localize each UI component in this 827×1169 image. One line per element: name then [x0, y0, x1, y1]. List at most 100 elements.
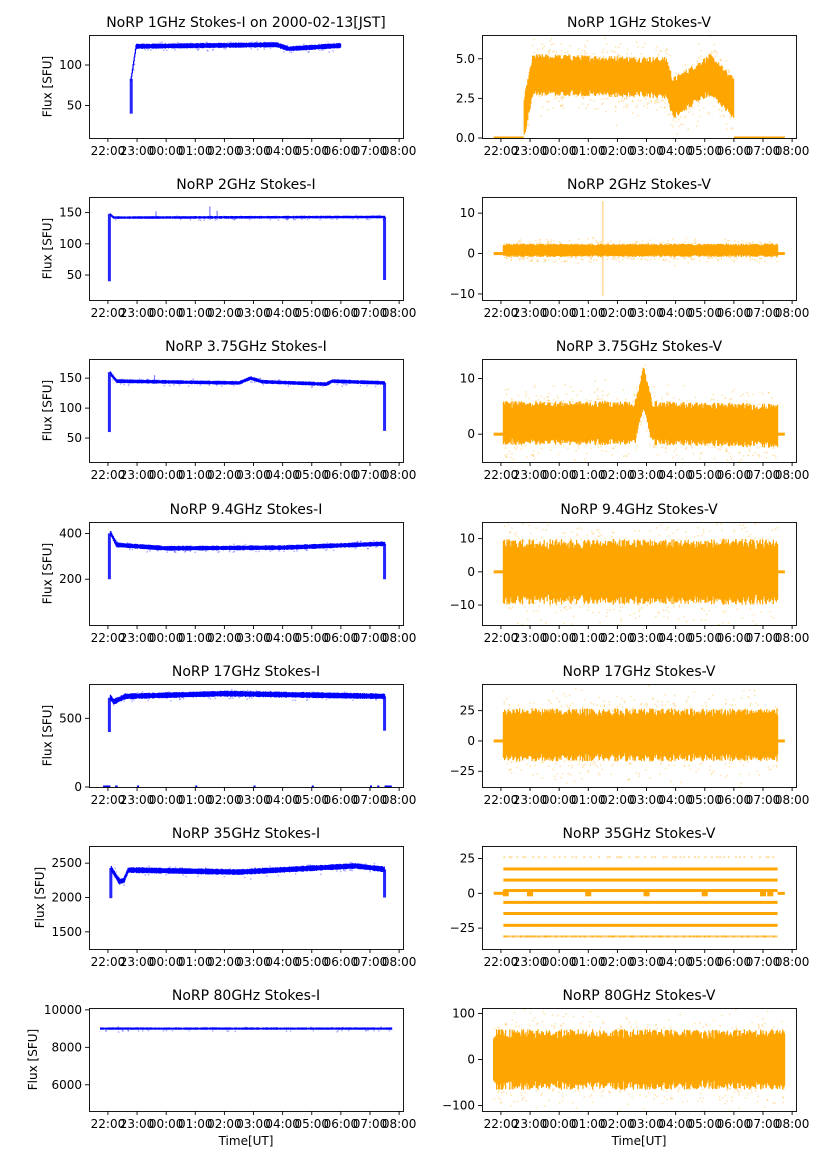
data-point [705, 1023, 708, 1025]
data-point [138, 215, 140, 218]
data-point [586, 534, 589, 537]
data-point [590, 530, 593, 533]
data-point [354, 1027, 357, 1029]
data-point [697, 444, 699, 447]
data-point [512, 458, 515, 461]
data-point [547, 765, 550, 768]
data-point [696, 244, 699, 246]
data-point [756, 770, 758, 772]
data-point [167, 691, 169, 694]
data-point [173, 550, 176, 553]
data-point [523, 1009, 526, 1011]
data-point [266, 875, 268, 878]
data-point [610, 773, 613, 776]
data-point [118, 877, 121, 879]
data-point [723, 856, 726, 859]
x-tick-label: 02:00 [207, 955, 242, 969]
data-point [125, 1026, 127, 1029]
y-tick-label: 0 [74, 780, 82, 794]
data-point [704, 243, 706, 246]
data-point [630, 1026, 632, 1028]
data-point [336, 870, 338, 872]
x-tick-label: 06:00 [717, 468, 752, 482]
x-tick-label: 06:00 [717, 306, 752, 320]
data-point [597, 395, 599, 397]
data-point [505, 393, 508, 396]
y-axis-label: Flux [SFU] [33, 867, 47, 928]
data-point [556, 697, 558, 700]
data-point [521, 444, 523, 447]
data-point [662, 609, 665, 611]
data-point [239, 690, 241, 693]
data-point [638, 772, 641, 775]
data-point [533, 51, 536, 54]
data-point [755, 702, 757, 705]
data-point [136, 1027, 139, 1029]
data-point [232, 218, 234, 221]
data-point [505, 1022, 508, 1025]
y-tick-label: 2500 [51, 856, 82, 870]
data-point [756, 260, 758, 262]
data-point [724, 238, 726, 241]
axes-frame [482, 1008, 797, 1112]
data-point [747, 535, 750, 538]
data-point [287, 385, 290, 387]
data-point [266, 867, 268, 870]
data-point [694, 242, 697, 245]
data-point [741, 402, 744, 405]
data-point [647, 242, 650, 245]
data-point [731, 127, 734, 129]
data-point [594, 764, 597, 766]
data-point [605, 110, 607, 113]
data-point [560, 96, 563, 98]
data-point [350, 869, 352, 871]
data-point [723, 612, 726, 614]
data-point [133, 63, 136, 66]
data-point [179, 43, 182, 45]
data-point [540, 395, 542, 398]
data-point [571, 398, 574, 401]
data-point [137, 1030, 140, 1032]
data-point [309, 864, 311, 866]
data-point [559, 104, 562, 107]
data-point [769, 610, 771, 613]
data-point [317, 44, 320, 46]
data-point [582, 541, 584, 543]
data-point [612, 531, 614, 534]
data-point [251, 41, 253, 43]
data-point [716, 100, 718, 103]
data-point [770, 404, 773, 406]
data-point [564, 383, 566, 386]
data-point [636, 1026, 638, 1028]
data-point [693, 258, 695, 260]
data-point [600, 402, 603, 404]
data-point [653, 386, 655, 388]
data-point [549, 48, 551, 51]
data-point [582, 764, 585, 766]
data-point [256, 40, 258, 43]
data-point [659, 773, 661, 776]
data-point [572, 401, 574, 403]
data-point [614, 110, 617, 113]
data-point [646, 1029, 648, 1032]
data-point [771, 397, 773, 399]
baseline-segment [103, 785, 111, 787]
data-point [506, 453, 509, 456]
data-point [669, 54, 671, 57]
data-point [645, 769, 647, 771]
x-tick-label: 00:00 [149, 955, 184, 969]
x-tick-label: 05:00 [294, 306, 329, 320]
data-point [529, 1029, 532, 1032]
data-point [736, 1089, 739, 1092]
data-point [527, 257, 529, 260]
data-point [720, 446, 722, 448]
baseline-segment [384, 785, 392, 787]
data-point [620, 1025, 622, 1028]
data-point [672, 126, 674, 128]
data-point [547, 399, 550, 402]
data-point [640, 607, 643, 609]
data-point [597, 1031, 600, 1033]
data-point [287, 218, 289, 221]
x-tick-label: 00:00 [149, 144, 184, 158]
data-point [556, 539, 558, 541]
